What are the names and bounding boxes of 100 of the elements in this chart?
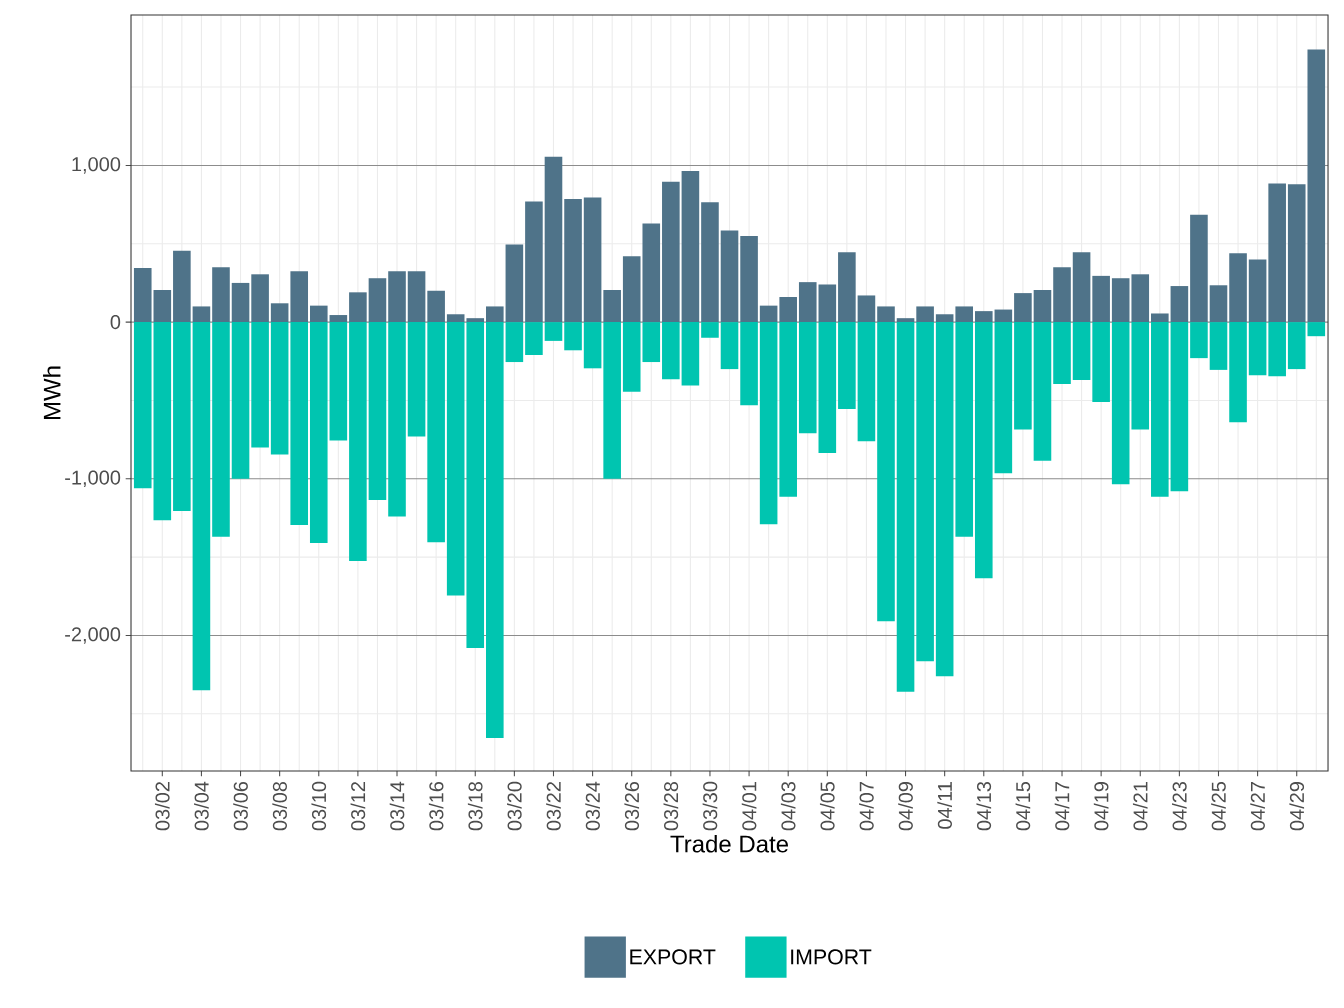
bar (231, 322, 250, 479)
bar (877, 322, 895, 622)
bar (231, 282, 250, 323)
bar (818, 284, 837, 323)
bar (1033, 322, 1052, 461)
x-axis-title: Trade Date (670, 834, 788, 853)
legend-label: EXPORT (630, 949, 716, 965)
bar (818, 322, 837, 453)
bar (1092, 322, 1110, 402)
bar (388, 271, 406, 323)
bar (173, 322, 191, 511)
x-tick-label: 04/27 (1250, 782, 1265, 831)
bar (486, 306, 504, 323)
bar (583, 197, 602, 323)
bar (1092, 275, 1110, 323)
bar (349, 322, 367, 562)
bar (955, 306, 974, 323)
x-tick-label: 03/18 (467, 781, 483, 831)
x-tick-label: 04/29 (1289, 782, 1305, 831)
bar (153, 289, 172, 323)
bar (368, 278, 387, 323)
bar (994, 322, 1013, 474)
bar (1248, 259, 1267, 323)
bar (525, 201, 543, 323)
bar (740, 322, 758, 406)
bar (1111, 278, 1130, 323)
bar (525, 322, 543, 355)
bar (251, 322, 269, 448)
bar (1131, 274, 1150, 323)
x-tick-label: 03/12 (350, 782, 366, 831)
bar (212, 267, 230, 323)
x-tick-label: 04/25 (1211, 781, 1226, 831)
x-tick-label: 04/09 (898, 782, 913, 831)
y-tick-label: -2,000 (65, 627, 121, 644)
x-tick-label: 04/07 (859, 782, 874, 831)
bar (251, 274, 269, 323)
x-tick-label: 03/28 (663, 781, 679, 831)
bar (916, 306, 934, 323)
bar (212, 322, 230, 537)
bar (466, 318, 485, 323)
bar (1053, 267, 1071, 323)
x-tick-label: 04/15 (1015, 781, 1031, 831)
bar (779, 322, 797, 497)
bar (290, 322, 309, 525)
bar (603, 289, 621, 323)
bar (505, 322, 524, 363)
bar (427, 290, 445, 323)
bar (662, 181, 680, 323)
bar (662, 322, 680, 380)
bar (798, 322, 817, 434)
x-tick-label: 03/02 (154, 782, 170, 831)
bar (133, 268, 152, 323)
bar (329, 315, 348, 323)
bar (407, 322, 426, 437)
bar (1229, 322, 1247, 423)
x-tick-label: 04/11 (937, 782, 952, 829)
bar (798, 282, 817, 323)
bar (916, 322, 934, 662)
bar (720, 322, 739, 370)
x-tick-label: 03/08 (272, 781, 287, 831)
bar (153, 322, 172, 521)
bar (466, 322, 485, 648)
bar (270, 322, 289, 455)
bar (857, 295, 876, 323)
y-tick-label: 1,000 (72, 157, 121, 174)
bar (290, 271, 309, 323)
bar (1268, 183, 1286, 323)
bar (1209, 285, 1228, 323)
bar (1014, 322, 1032, 430)
bar (349, 292, 367, 323)
y-axis-title: MWh (43, 366, 61, 420)
bar (446, 314, 465, 323)
bar (1170, 322, 1189, 492)
bar (701, 202, 719, 323)
bar (974, 311, 993, 323)
bar (133, 322, 152, 489)
bar (309, 322, 328, 544)
y-tick-label: 0 (110, 315, 121, 330)
bar (446, 322, 465, 596)
bar (388, 322, 406, 517)
bar (896, 322, 915, 692)
bar (329, 322, 348, 441)
x-tick-label: 04/19 (1093, 782, 1109, 831)
bar (544, 322, 563, 341)
bar (935, 314, 954, 323)
bar (955, 322, 974, 537)
legend-label: IMPORT (791, 949, 872, 965)
x-tick-label: 04/03 (780, 781, 796, 831)
bar (564, 322, 582, 351)
bar (368, 322, 387, 500)
bar (1229, 253, 1247, 323)
bar (896, 318, 915, 323)
bar (974, 322, 993, 579)
x-tick-label: 04/23 (1172, 781, 1187, 831)
bar (1151, 313, 1169, 323)
bar (759, 322, 778, 525)
bar (1053, 322, 1071, 384)
bar (935, 322, 954, 677)
x-tick-label: 03/24 (585, 781, 600, 831)
x-tick-label: 03/26 (624, 781, 640, 831)
